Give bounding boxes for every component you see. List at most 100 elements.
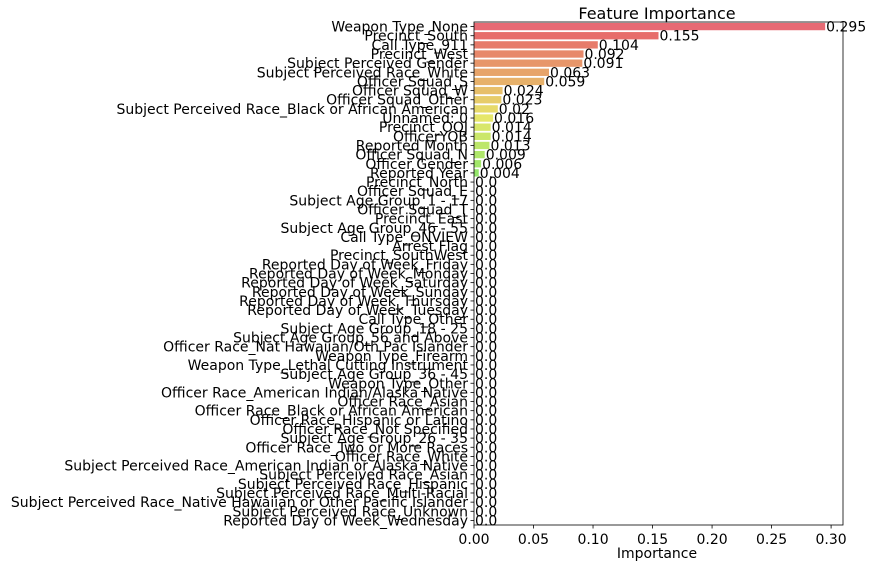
bar bbox=[474, 141, 490, 150]
y-tick-label: Officer Race_Hispanic or Latino bbox=[250, 413, 468, 429]
value-label: 0.0 bbox=[475, 230, 497, 246]
value-label: 0.02 bbox=[499, 102, 530, 118]
value-label: 0.0 bbox=[475, 276, 497, 292]
y-tick-label: Officer Squad_E bbox=[357, 184, 468, 200]
value-label: 0.0 bbox=[475, 440, 497, 456]
value-labels: 0.295 0.155 0.1040.0920.0910.0630.0590.024… bbox=[475, 20, 866, 530]
y-tick-label: Call Type_ONVIEW bbox=[340, 230, 468, 246]
y-tick-label: Subject Age Group_18 - 25 bbox=[280, 321, 468, 337]
y-tick-label: Officer Race_American Indian/Alaska Nati… bbox=[161, 385, 468, 401]
bar bbox=[474, 132, 491, 140]
value-label: 0.0 bbox=[475, 175, 497, 191]
value-label: 0.0 bbox=[475, 239, 497, 255]
bar bbox=[474, 123, 491, 131]
value-label: 0.0 bbox=[475, 449, 497, 465]
value-label: 0.024 bbox=[504, 84, 544, 100]
value-label: 0.0 bbox=[475, 495, 497, 511]
value-label: 0.0 bbox=[475, 321, 497, 337]
value-label: 0.0 bbox=[475, 422, 497, 438]
y-tick-label: Officer Squad_N bbox=[355, 148, 468, 164]
value-label: 0.0 bbox=[475, 376, 497, 392]
y-tick-label: Officer Race_Asian bbox=[337, 395, 468, 411]
x-tick-label: 0.30 bbox=[816, 532, 847, 548]
y-tick-label: Unnamed: 0 bbox=[382, 111, 468, 127]
value-label: 0.0 bbox=[475, 303, 497, 319]
value-label: 0.006 bbox=[482, 157, 522, 173]
y-tick-label: Subject Perceived Race_White bbox=[257, 65, 468, 81]
value-label: 0.155 bbox=[660, 29, 700, 45]
value-label: 0.0 bbox=[475, 367, 497, 383]
value-label: 0.059 bbox=[545, 74, 585, 90]
bar bbox=[474, 114, 494, 122]
value-label: 0.0 bbox=[475, 202, 497, 218]
y-tick-label: Weapon Type_Firearm bbox=[315, 349, 468, 365]
bar bbox=[474, 96, 502, 104]
y-tick-label: Weapon Type_Lethal Cutting Instrument bbox=[188, 358, 469, 374]
bar bbox=[474, 86, 503, 95]
bar bbox=[474, 32, 659, 40]
value-label: 0.0 bbox=[475, 486, 497, 502]
y-tick-label: Weapon Type_None bbox=[331, 20, 468, 36]
y-tick-label: Precinct_SouthWest bbox=[330, 248, 469, 264]
x-tick-label: 0.00 bbox=[458, 532, 489, 548]
value-label: 0.0 bbox=[475, 468, 497, 484]
value-label: 0.0 bbox=[475, 404, 497, 420]
y-tick-label: Subject Perceived Race_Black or African … bbox=[116, 102, 468, 118]
y-tick-label: Officer Squad_Other bbox=[326, 93, 468, 109]
y-tick-label: Call Type_Other bbox=[359, 312, 469, 328]
bar bbox=[474, 68, 549, 76]
y-tick-label: Subject Age Group_26 - 35 bbox=[280, 431, 468, 447]
value-label: 0.295 bbox=[826, 20, 866, 36]
value-label: 0.0 bbox=[475, 221, 497, 237]
y-tick-label: Reported Day of Week_Saturday bbox=[241, 276, 468, 292]
value-label: 0.004 bbox=[480, 166, 520, 182]
bar bbox=[474, 160, 482, 168]
y-tick-label: Precinct_East bbox=[375, 212, 469, 228]
y-tick-label: Reported Day of Week_Thursday bbox=[239, 294, 468, 310]
value-label: 0.0 bbox=[475, 312, 497, 328]
y-tick-label: Reported Day of Week_Sunday bbox=[252, 285, 468, 301]
value-label: 0.0 bbox=[475, 504, 497, 520]
x-tick-label: 0.05 bbox=[518, 532, 549, 548]
value-label: 0.104 bbox=[599, 38, 639, 54]
y-tick-label: Officer Race_Nat Hawaiian/Oth Pac Island… bbox=[163, 340, 468, 356]
y-tick-label: Subject Perceived Race_Unknown bbox=[232, 504, 468, 520]
bar bbox=[474, 41, 598, 49]
value-label: 0.0 bbox=[475, 257, 497, 273]
value-label: 0.092 bbox=[585, 47, 625, 63]
y-tick-label: Subject Age Group_36 - 45 bbox=[280, 367, 468, 383]
value-label: 0.063 bbox=[550, 65, 590, 81]
y-tick-label: Officer Race_White bbox=[335, 449, 468, 465]
value-label: 0.0 bbox=[475, 395, 497, 411]
value-label: 0.0 bbox=[475, 193, 497, 209]
y-tick-label: Officer Gender bbox=[365, 157, 468, 173]
y-tick-label: Subject Perceived Gender bbox=[287, 56, 468, 72]
y-tick-label: Officer Race_Black or African American bbox=[195, 404, 468, 420]
y-tick-label: Officer Race_Two or More Races bbox=[245, 440, 468, 456]
axes-frame bbox=[473, 21, 844, 526]
y-tick-label: Subject Perceived Race_American Indian o… bbox=[64, 459, 468, 475]
value-label: 0.091 bbox=[583, 56, 623, 72]
value-label: 0.0 bbox=[475, 431, 497, 447]
value-label: 0.016 bbox=[494, 111, 534, 127]
x-axis-title: Importance bbox=[617, 546, 697, 562]
x-axis: 0.00 0.05 0.10 0.15 0.20 0.25 0.30 bbox=[458, 525, 847, 548]
chart-title: Feature Importance bbox=[578, 4, 735, 23]
bar bbox=[474, 59, 583, 67]
value-label: 0.0 bbox=[475, 413, 497, 429]
y-tick-label: Reported Year bbox=[370, 166, 468, 182]
value-label: 0.0 bbox=[475, 267, 497, 283]
x-tick-label: 0.20 bbox=[696, 532, 727, 548]
y-tick-label: Officer Race_Not Specified bbox=[282, 422, 468, 438]
bar bbox=[474, 169, 479, 177]
value-label: 0.023 bbox=[502, 93, 542, 109]
x-tick-label: 0.25 bbox=[756, 532, 787, 548]
y-tick-label: Call Type_911 bbox=[372, 38, 468, 54]
value-label: 0.0 bbox=[475, 349, 497, 365]
y-tick-label: Subject Perceived Race_Hispanic bbox=[238, 477, 468, 493]
y-tick-label: Reported Day of Week_Wednesday bbox=[223, 513, 468, 529]
bar bbox=[474, 150, 485, 159]
value-label: 0.0 bbox=[475, 294, 497, 310]
y-tick-label: Officer Squad_T bbox=[357, 202, 468, 218]
